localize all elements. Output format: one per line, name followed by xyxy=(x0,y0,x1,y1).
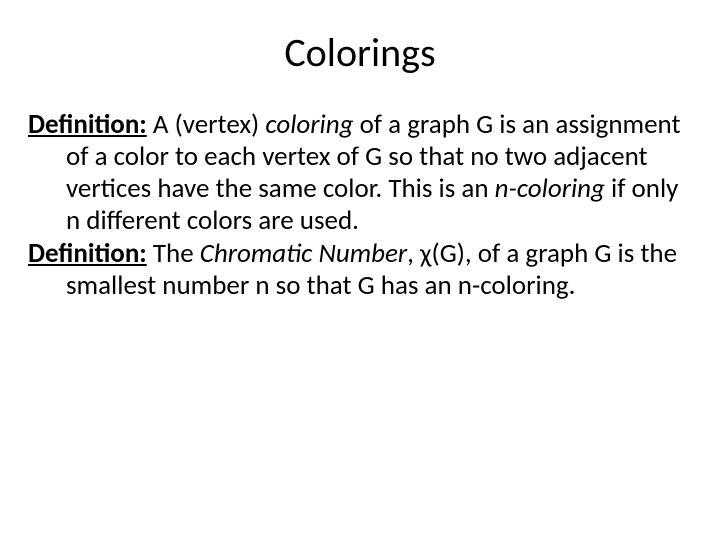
definition-1-text-a: A (vertex) xyxy=(147,108,266,141)
definition-2-label: Definition: xyxy=(28,237,147,270)
definition-2-text-a: The xyxy=(147,237,200,270)
slide-container: Colorings Definition: A (vertex) colorin… xyxy=(0,0,720,540)
definition-1-label: Definition: xyxy=(28,108,147,141)
definition-1-term-coloring: coloring xyxy=(265,108,353,141)
slide-title: Colorings xyxy=(28,28,692,77)
slide-body: Definition: A (vertex) coloring of a gra… xyxy=(28,109,692,302)
definition-1: Definition: A (vertex) coloring of a gra… xyxy=(28,109,692,236)
definition-2: Definition: The Chromatic Number, χ(G), … xyxy=(28,238,692,302)
definition-2-term-chromatic: Chromatic Number xyxy=(200,237,407,270)
definition-1-term-ncoloring: n-coloring xyxy=(495,172,605,205)
